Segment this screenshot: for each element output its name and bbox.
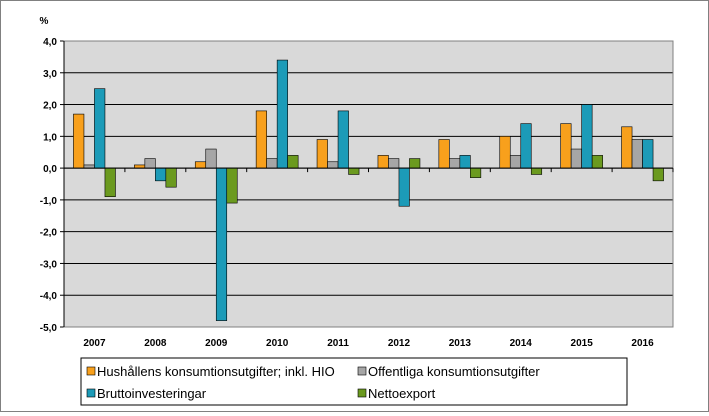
y-tick-label: -5,0 — [40, 323, 58, 334]
legend: Hushållens konsumtionsutgifter; inkl. HI… — [80, 357, 628, 406]
bar — [409, 158, 421, 169]
x-tick-label: 2013 — [449, 338, 472, 349]
bar — [621, 126, 633, 169]
bar — [155, 167, 167, 182]
bar — [459, 155, 471, 169]
bar — [104, 167, 116, 198]
y-tick-label: 3,0 — [43, 69, 57, 80]
legend-label: Offentliga konsumtionsutgifter — [368, 364, 540, 379]
legend-label: Hushållens konsumtionsutgifter; inkl. HI… — [97, 364, 335, 379]
x-tick-label: 2010 — [266, 338, 289, 349]
bar — [287, 155, 299, 169]
y-tick-label: 4,0 — [43, 37, 57, 48]
bar — [570, 148, 582, 169]
bars — [73, 59, 664, 321]
x-tick-label: 2007 — [83, 338, 106, 349]
x-tick-label: 2016 — [631, 338, 654, 349]
bar — [73, 113, 85, 169]
bar — [388, 158, 400, 169]
y-axis-unit-label: % — [40, 16, 49, 27]
x-tick-label: 2012 — [388, 338, 411, 349]
bar — [215, 167, 228, 321]
x-tick-label: 2014 — [510, 338, 533, 349]
bar — [591, 155, 603, 169]
series-1 — [73, 110, 633, 169]
y-tick-label: 2,0 — [43, 101, 57, 112]
series-2 — [83, 139, 643, 169]
bar — [509, 155, 522, 169]
bar — [499, 136, 511, 169]
legend-swatch — [86, 366, 96, 376]
bar — [194, 161, 207, 169]
y-axis-tick-labels: 4,0 3,0 2,0 1,0 0,0 -1,0 -2,0 -3,0 -4,0 -5,0 — [40, 37, 58, 334]
bar — [642, 139, 654, 169]
bar — [205, 148, 217, 169]
series-3 — [94, 59, 654, 321]
bar — [560, 123, 572, 169]
bar — [438, 139, 450, 169]
y-tick-label: -1,0 — [40, 196, 58, 207]
x-tick-label: 2009 — [205, 338, 228, 349]
bar — [530, 167, 543, 175]
plot-area — [64, 41, 673, 327]
bar — [226, 167, 238, 204]
bar — [337, 110, 349, 169]
bar — [377, 155, 389, 169]
bar — [631, 139, 643, 169]
x-axis-tick-labels: 2007 2008 2009 2010 2011 2012 2013 2014 2015 2016 — [83, 338, 654, 349]
y-tick-label: 0,0 — [43, 164, 57, 175]
bar — [581, 104, 593, 169]
legend-swatch — [86, 388, 96, 398]
bar — [144, 158, 156, 169]
y-tick-label: -3,0 — [40, 259, 58, 270]
legend-swatch — [357, 366, 367, 376]
bar — [327, 161, 339, 169]
bar — [165, 167, 177, 188]
legend-box — [80, 357, 628, 406]
bar — [652, 167, 664, 182]
legend-swatch — [357, 388, 367, 398]
bar — [520, 123, 532, 169]
bar — [316, 139, 328, 169]
x-tick-label: 2011 — [327, 338, 349, 349]
axes — [63, 40, 674, 328]
y-tick-label: -2,0 — [40, 228, 58, 239]
x-tick-label: 2015 — [571, 338, 594, 349]
y-tick-label: 1,0 — [43, 132, 57, 143]
x-tick-label: 2008 — [144, 338, 167, 349]
bar — [255, 110, 267, 169]
bar — [276, 59, 288, 169]
legend-label: Nettoexport — [368, 386, 436, 401]
legend-label: Bruttoinvesteringar — [97, 386, 207, 401]
bar — [398, 167, 410, 207]
bar — [449, 158, 461, 169]
bar — [470, 167, 482, 178]
bar — [94, 88, 106, 169]
bar — [348, 167, 360, 175]
y-tick-label: -4,0 — [40, 291, 58, 302]
bar — [266, 158, 278, 169]
